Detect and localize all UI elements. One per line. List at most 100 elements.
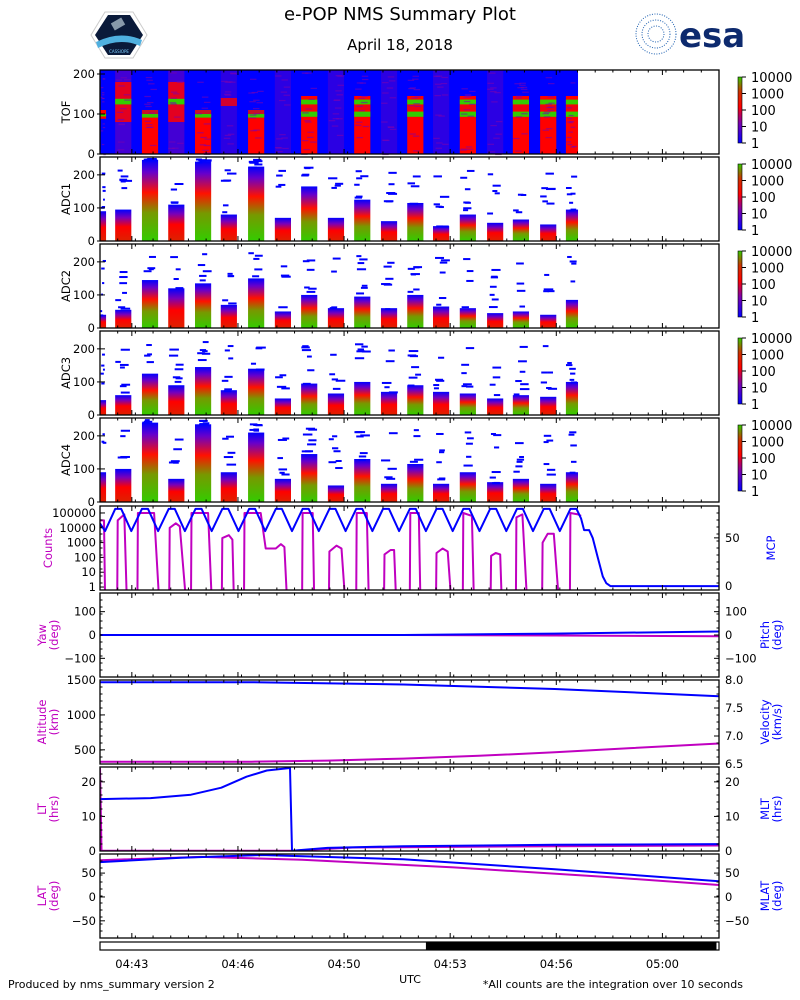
tof-speckle — [224, 94, 232, 96]
adc-outlier — [335, 182, 344, 185]
adc-outlier — [381, 283, 391, 286]
adc-outlier — [569, 260, 577, 263]
spectrogram-ylabel: ADC2 — [59, 270, 73, 302]
adc-outlier — [492, 190, 498, 193]
adc-outlier — [492, 366, 502, 369]
tof-speckle — [281, 79, 288, 81]
adc-outlier — [570, 372, 576, 375]
adc-column — [565, 472, 579, 502]
y-tick-label: 200 — [73, 67, 95, 81]
adc-outlier — [462, 383, 472, 386]
adc-outlier — [332, 257, 341, 260]
adc-outlier — [356, 268, 367, 271]
tof-speckle — [168, 141, 176, 143]
left-tick-label: 10 — [81, 809, 96, 823]
adc-column — [487, 313, 504, 328]
tof-speckle — [335, 90, 342, 92]
adc-column — [432, 226, 450, 241]
tof-speckle — [118, 85, 125, 87]
tof-speckle — [227, 143, 234, 145]
adc-outlier — [102, 189, 106, 192]
tof-speckle — [521, 133, 528, 135]
adc-outlier — [407, 182, 416, 185]
adc-column — [354, 381, 371, 415]
adc-outlier — [461, 363, 470, 366]
adc-outlier — [173, 448, 182, 451]
tof-band — [407, 111, 424, 117]
tof-speckle — [461, 88, 468, 90]
spectrogram-tof-axes — [99, 69, 720, 155]
tof-speckle — [331, 125, 339, 127]
adc-outlier — [411, 366, 420, 369]
left-axis-label: Yaw(deg) — [35, 620, 61, 651]
adc-outlier — [172, 376, 181, 379]
adc-outlier — [386, 477, 396, 480]
adc-outlier — [144, 419, 150, 422]
adc-outlier — [249, 423, 258, 426]
spectrogram-tof-frame — [99, 69, 720, 155]
adc-outlier — [383, 200, 394, 203]
spectrogram-ylabel-text: ADC1 — [59, 183, 73, 215]
tof-speckle — [440, 82, 448, 85]
tof-speckle — [414, 96, 421, 98]
tof-band — [327, 70, 345, 154]
adc-outlier — [461, 372, 467, 375]
adc-column — [141, 422, 159, 502]
adc-outlier — [175, 287, 184, 290]
tof-band — [487, 70, 504, 154]
spectrogram-adc2-axes — [99, 243, 720, 329]
tof-band — [141, 114, 159, 154]
adc-column — [512, 311, 530, 328]
tof-speckle — [362, 125, 370, 128]
adc-outlier — [148, 268, 154, 271]
tof-speckle — [547, 96, 555, 98]
x-tick-label: 04:50 — [327, 957, 360, 971]
right-tick-label: 10 — [725, 809, 740, 823]
adc-outlier — [540, 381, 548, 384]
adc-outlier — [282, 437, 290, 440]
adc-outlier — [491, 482, 500, 485]
adc-outlier — [278, 468, 288, 471]
adc-outlier — [569, 201, 574, 204]
tof-speckle — [548, 83, 555, 85]
adc-outlier — [281, 387, 290, 390]
adc-outlier — [304, 450, 314, 453]
tof-speckle — [305, 108, 313, 110]
tof-band — [565, 111, 579, 117]
adc-column — [327, 485, 345, 502]
adc-outlier — [281, 473, 290, 476]
adc-outlier — [279, 374, 287, 377]
adc-outlier — [328, 438, 334, 441]
tof-speckle — [520, 88, 528, 90]
tof-speckle — [284, 104, 291, 106]
series-right-line — [100, 767, 719, 851]
adc-outlier — [488, 306, 498, 309]
tof-speckle — [253, 129, 260, 131]
x-tick-label: 04:46 — [221, 957, 254, 971]
tof-speckle — [469, 103, 476, 105]
adc-outlier — [335, 467, 343, 470]
adc-outlier — [490, 432, 496, 435]
adc-outlier — [329, 373, 336, 376]
cassiope-logo-text: CASSIOPE — [109, 49, 129, 54]
adc-outlier — [515, 380, 522, 383]
adc-outlier — [120, 307, 131, 310]
tof-speckle — [487, 143, 495, 145]
adc-outlier — [383, 265, 392, 268]
left-axis-label-text: Altitude — [35, 700, 49, 745]
adc-outlier — [199, 349, 207, 352]
left-tick-label: −50 — [72, 914, 96, 928]
adc-outlier — [222, 211, 228, 214]
tof-band — [407, 96, 424, 154]
tof-speckle — [411, 97, 418, 99]
adc-outlier — [489, 293, 495, 296]
adc-column — [301, 186, 318, 241]
adc-outlier — [571, 175, 578, 178]
adc-outlier — [328, 461, 337, 464]
adc-outlier — [466, 169, 475, 172]
colorbar — [737, 424, 743, 492]
adc-outlier — [253, 158, 262, 161]
colorbar-label: 1 — [751, 311, 759, 326]
tof-band — [301, 111, 318, 117]
